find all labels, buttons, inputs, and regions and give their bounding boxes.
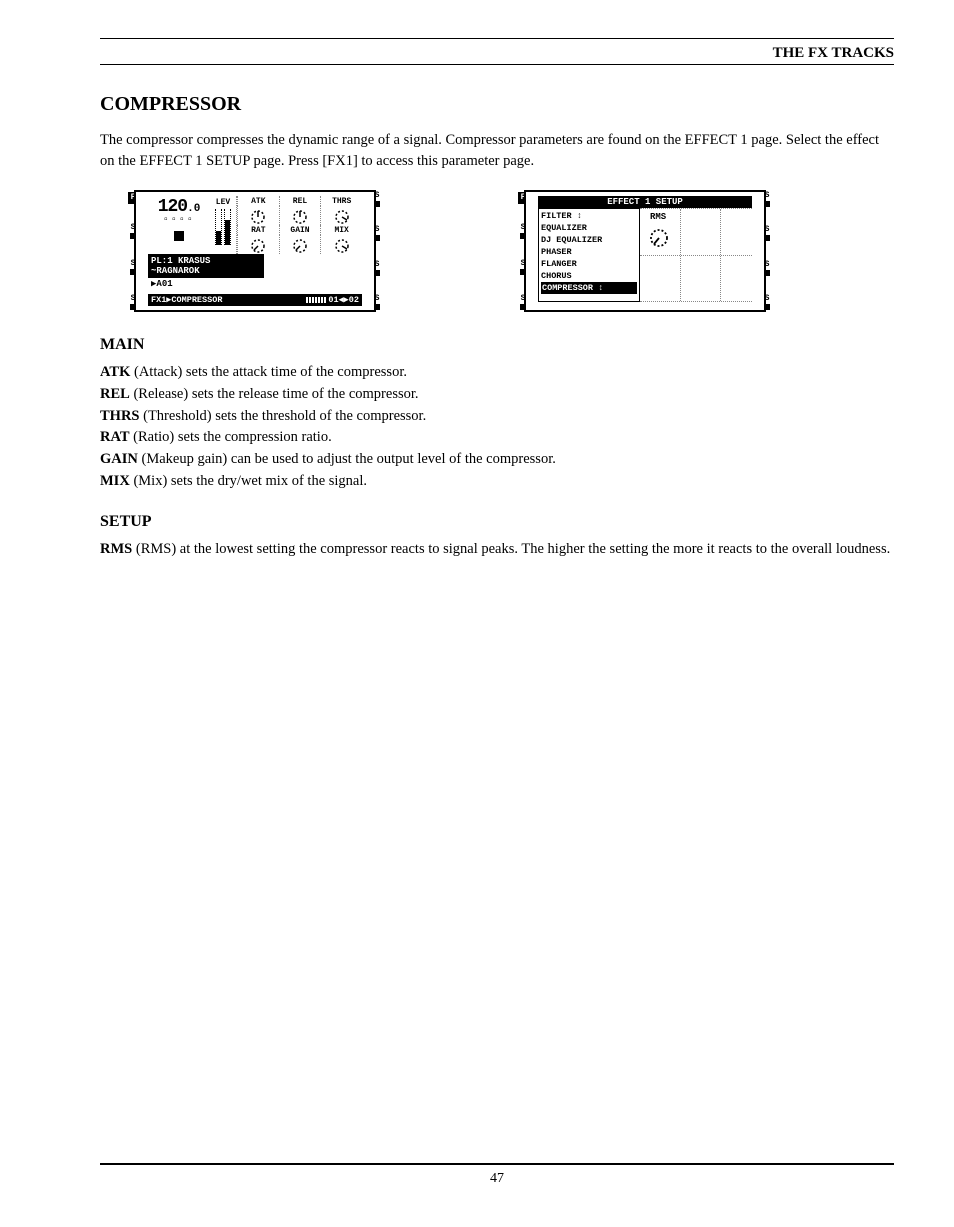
page-header: THE FX TRACKS (100, 39, 894, 65)
param-gain: GAIN (Makeup gain) can be used to adjust… (100, 449, 894, 471)
param-thrs: THRS (Threshold) sets the threshold of t… (100, 406, 894, 428)
effect-list: FILTER ↕ EQUALIZER DJ EQUALIZER PHASER F… (538, 208, 640, 302)
subheading-setup: SETUP (100, 513, 894, 531)
tempo-display: 120.0 ▫▫▫▫ (148, 196, 210, 254)
param-rat: RAT (Ratio) sets the compression ratio. (100, 427, 894, 449)
lcd-screenshot-setup: F S S S S S S S EFFECT 1 SETUP FILTER ↕ … (520, 186, 770, 316)
track-slot: ▶A01 (148, 278, 264, 290)
param-rms: RMS (RMS) at the lowest setting the comp… (100, 539, 894, 561)
subheading-main: MAIN (100, 336, 894, 354)
lcd-screenshot-fx1: F S S S S S S S 120.0 ▫▫▫▫ (130, 186, 380, 316)
setup-title: EFFECT 1 SETUP (538, 196, 752, 208)
knob-grid: ATK REL THRS RAT GAIN MIX (236, 196, 362, 254)
param-atk: ATK (Attack) sets the attack time of the… (100, 362, 894, 384)
status-bar: FX1▶COMPRESSOR 01◀▶02 (148, 294, 362, 306)
param-rel: REL (Release) sets the release time of t… (100, 384, 894, 406)
section-title: COMPRESSOR (100, 93, 894, 116)
intro-paragraph: The compressor compresses the dynamic ra… (100, 130, 894, 172)
setup-params: RMS (640, 208, 752, 302)
param-mix: MIX (Mix) sets the dry/wet mix of the si… (100, 471, 894, 493)
page-number: 47 (100, 1163, 894, 1187)
pattern-name: PL:1 KRASUS ~RAGNAROK (148, 254, 264, 278)
level-meter: LEV (210, 196, 236, 254)
